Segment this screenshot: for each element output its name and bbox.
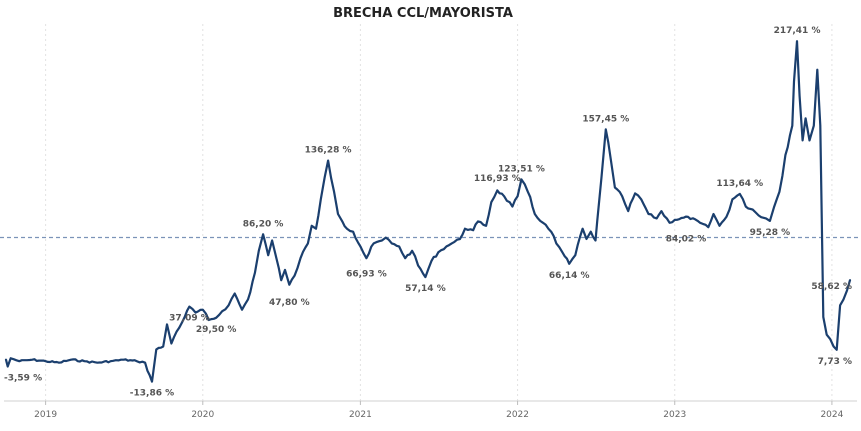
reference-line-group: 84,02 % (0, 235, 861, 245)
data-label: 86,20 % (243, 219, 284, 229)
data-label: 157,45 % (582, 114, 629, 124)
series-group (4, 40, 852, 383)
x-tick-label: 2023 (663, 410, 686, 420)
data-label: 217,41 % (774, 26, 821, 36)
series-line (4, 40, 852, 383)
x-tick-label: 2020 (191, 410, 214, 420)
data-label: 57,14 % (405, 284, 446, 294)
chart-title: BRECHA CCL/MAYORISTA (333, 6, 513, 21)
data-label: 113,64 % (716, 179, 763, 189)
data-label: 95,28 % (750, 228, 791, 238)
data-label: -13,86 % (130, 389, 174, 399)
data-label: 58,62 % (811, 282, 852, 292)
data-label: 123,51 % (498, 164, 545, 174)
data-labels: -3,59 % -13,86 % 37,09 %29,50 % 86,20 % 47,8… (4, 26, 852, 398)
data-label: 47,80 % (269, 298, 310, 308)
data-label: 37,09 % (169, 314, 210, 324)
x-tick-label: 2024 (820, 410, 843, 420)
x-tick-label: 2022 (506, 410, 529, 420)
data-label: 116,93 % (474, 174, 521, 184)
x-axis: 2019 2020 2021 2022 2023 2024 (34, 401, 844, 420)
data-label: 7,73 % (818, 357, 852, 367)
reference-line-label: 84,02 % (666, 235, 707, 245)
data-label: 66,93 % (346, 270, 387, 280)
x-tick-label: 2021 (349, 410, 372, 420)
x-tick-label: 2019 (34, 410, 57, 420)
data-label: -3,59 % (4, 373, 42, 383)
data-label: 66,14 % (549, 271, 590, 281)
data-label: 29,50 % (196, 325, 237, 335)
data-label: 136,28 % (305, 146, 352, 156)
